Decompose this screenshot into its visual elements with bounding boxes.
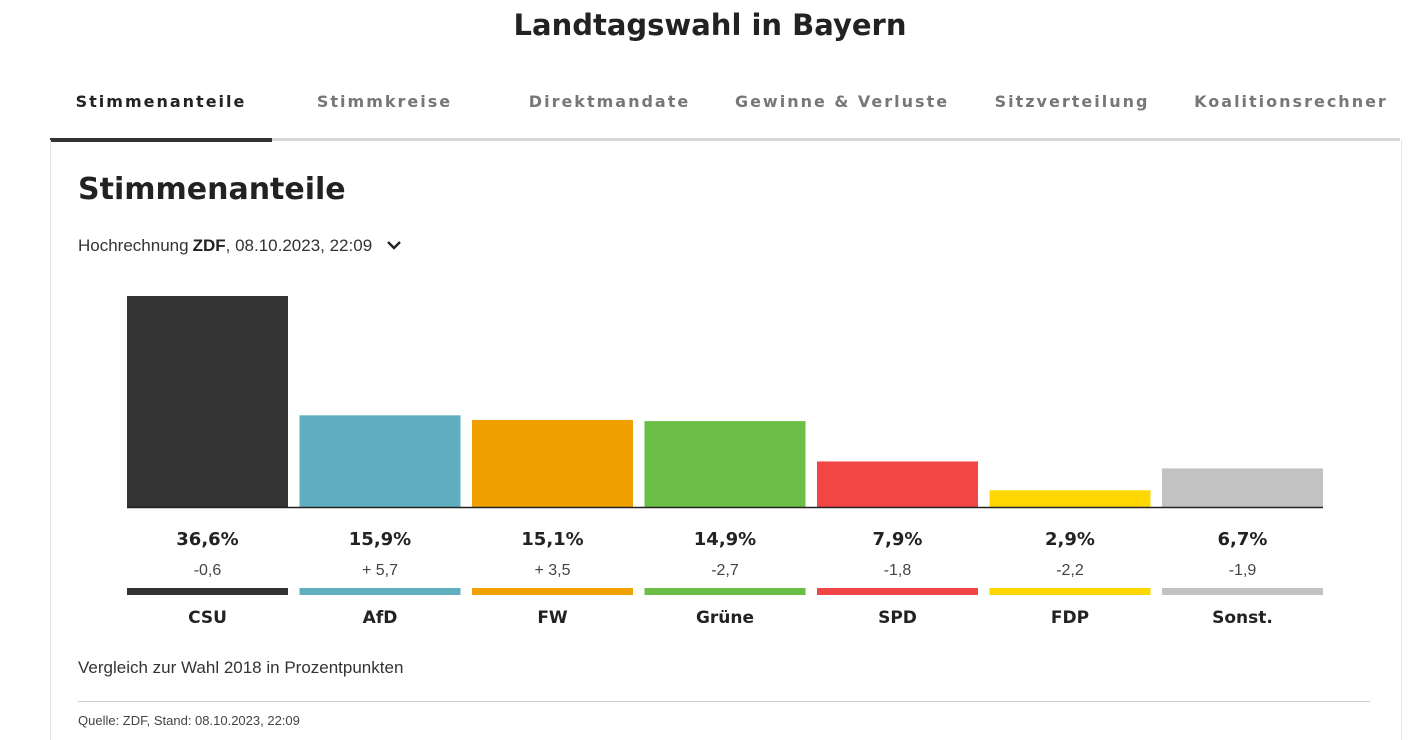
bar-6 — [1162, 468, 1323, 507]
bar-3 — [644, 421, 806, 507]
bar-4 — [817, 461, 978, 507]
tab-koalitionsrechner[interactable]: Koalitionsrechner — [1194, 92, 1388, 111]
section-title: Stimmenanteile — [78, 172, 346, 207]
tab-stimmenanteile[interactable]: Stimmenanteile — [50, 92, 272, 142]
value-label: 15,9% — [349, 529, 411, 550]
value-label: 36,6% — [176, 529, 238, 550]
diff-label: -2,2 — [1056, 562, 1084, 579]
bar-0 — [127, 296, 288, 507]
diff-label: -0,6 — [194, 562, 222, 579]
results-card — [50, 140, 1402, 740]
party-label: Grüne — [696, 608, 754, 628]
party-label: FDP — [1051, 608, 1089, 628]
party-label: CSU — [188, 608, 227, 628]
party-color-strip — [127, 588, 288, 595]
projection-source: ZDF — [192, 236, 226, 255]
party-color-strip — [817, 588, 978, 595]
chevron-down-icon[interactable] — [386, 236, 402, 256]
page-title: Landtagswahl in Bayern — [513, 8, 907, 42]
party-color-strip — [989, 588, 1151, 595]
divider — [78, 701, 1370, 702]
projection-time: , 08.10.2023, 22:09 — [225, 236, 373, 255]
party-label: Sonst. — [1212, 608, 1273, 628]
value-label: 14,9% — [694, 529, 756, 550]
projection-prefix: Hochrechnung — [78, 236, 189, 255]
source-note: Quelle: ZDF, Stand: 08.10.2023, 22:09 — [78, 713, 300, 728]
diff-label: -1,8 — [884, 562, 912, 579]
diff-label: -2,7 — [711, 562, 739, 579]
bar-1 — [299, 415, 461, 507]
party-label: AfD — [363, 608, 398, 628]
diff-label: + 5,7 — [362, 562, 398, 579]
party-color-strip — [299, 588, 461, 595]
value-label: 6,7% — [1218, 529, 1268, 550]
party-label: SPD — [878, 608, 917, 628]
party-label: FW — [537, 608, 568, 628]
comparison-note: Vergleich zur Wahl 2018 in Prozentpunkte… — [78, 658, 404, 677]
diff-label: + 3,5 — [534, 562, 570, 579]
bar-5 — [989, 490, 1151, 507]
tab-bar: Stimmenanteile Stimmkreise Direktmandate… — [50, 84, 1400, 142]
tab-stimmkreise[interactable]: Stimmkreise — [316, 92, 453, 111]
bar-2 — [472, 419, 633, 507]
diff-label: -1,9 — [1229, 562, 1257, 579]
value-label: 7,9% — [873, 529, 923, 550]
party-color-strip — [644, 588, 806, 595]
value-label: 15,1% — [521, 529, 583, 550]
party-color-strip — [472, 588, 633, 595]
party-color-strip — [1162, 588, 1323, 595]
tab-direktmandate[interactable]: Direktmandate — [528, 92, 691, 111]
tab-sitzverteilung[interactable]: Sitzverteilung — [994, 92, 1150, 111]
projection-selector[interactable]: Hochrechnung ZDF, 08.10.2023, 22:09 — [78, 236, 402, 256]
value-label: 2,9% — [1045, 529, 1095, 550]
tab-gewinne-verluste[interactable]: Gewinne & Verluste — [734, 92, 950, 111]
